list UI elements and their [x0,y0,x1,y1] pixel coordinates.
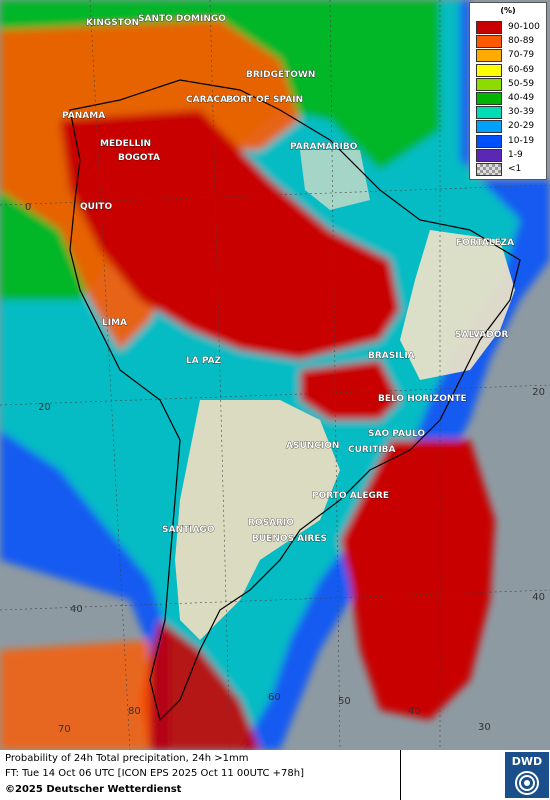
grid-label: 30 [478,722,491,733]
city-label: PORTO ALEGRE [312,491,389,501]
grid-labels: 0 20 20 40 40 60 50 40 30 80 70 [25,202,545,735]
city-label: FORTALEZA [456,238,514,248]
city-label: LIMA [102,318,127,328]
grid-label: 60 [268,692,281,703]
city-label: BUENOS AIRES [252,534,327,544]
copyright: ©2025 Deutscher Wetterdienst [5,784,182,795]
legend-entry: 1-9 [476,148,546,163]
map-title: Probability of 24h Total precipitation, … [5,753,249,764]
city-label: PORT OF SPAIN [226,95,303,105]
footer: Probability of 24h Total precipitation, … [0,750,550,800]
legend-label: <1 [508,164,522,174]
dwd-swirl-icon [515,771,539,795]
grid-label: 20 [532,387,545,398]
city-label: KINGSTON [86,18,139,28]
city-label: CARACAS [186,95,234,105]
legend-label: 60-69 [508,64,535,75]
grid-label: 40 [532,592,545,603]
legend-entry: 50-59 [476,77,546,92]
legend-label: 1-9 [508,149,523,160]
city-label: SALVADOR [455,330,508,340]
grid-label: 50 [338,696,351,707]
city-labels: KINGSTON SANTO DOMINGO BRIDGETOWN PANAMA… [62,14,515,545]
legend-label: 20-29 [508,121,535,132]
city-label: CURITIBA [348,445,396,455]
city-label: SANTIAGO [162,525,215,535]
legend-entry: 40-49 [476,92,546,106]
city-label: QUITO [80,202,112,212]
legend: (%) 90-100 80-89 70-79 60-69 50-59 40-49 30-39… [469,2,547,180]
city-label: SANTO DOMINGO [138,14,226,24]
legend-label: 30-39 [508,107,535,118]
legend-label: 50-59 [508,78,535,89]
city-label: ROSARIO [248,518,294,528]
grid-label: 20 [38,402,51,413]
dry-land [175,150,515,640]
city-label: BRASILIA [368,351,415,361]
legend-label: 40-49 [508,93,535,103]
legend-entry: 20-29 [476,120,546,134]
city-label: SAO PAULO [368,429,425,439]
legend-swatch [476,35,502,49]
legend-entry: 80-89 [476,35,546,49]
coastline [69,79,521,722]
legend-swatch [476,21,502,34]
city-label: ASUNCION [286,441,339,451]
legend-label: 70-79 [508,50,535,61]
footer-divider [400,750,401,800]
grid-label: 70 [58,724,71,735]
legend-unit: (%) [500,6,516,15]
city-label: MEDELLIN [100,139,151,149]
legend-swatch [476,134,502,148]
legend-label: 90-100 [508,22,540,32]
city-label: PANAMA [62,111,105,121]
forecast-time: FT: Tue 14 Oct 06 UTC [ICON EPS 2025 Oct… [5,768,304,779]
legend-entry: 90-100 [476,21,546,35]
legend-label: 80-89 [508,36,535,47]
city-label: BOGOTA [118,153,160,163]
precipitation-field [0,0,550,750]
grid-label: 80 [128,706,141,717]
legend-swatch [476,148,502,162]
legend-swatch [476,120,502,134]
city-label: BELO HORIZONTE [378,394,467,404]
legend-swatch [476,77,502,91]
legend-entry: 70-79 [476,49,546,63]
city-label: LA PAZ [186,356,222,366]
legend-swatch [476,163,502,176]
legend-entry: 60-69 [476,63,546,78]
legend-entry: 10-19 [476,134,546,149]
legend-entry: <1 [476,163,546,177]
legend-swatch [476,63,502,77]
dwd-logo-text: DWD [511,755,543,768]
dwd-logo: DWD [505,752,549,798]
city-label: BRIDGETOWN [246,70,315,80]
grid-label: 40 [70,604,83,615]
city-label: PARAMARIBO [290,142,358,152]
grid-label: 0 [25,202,31,213]
legend-label: 10-19 [508,135,535,146]
legend-swatch [476,92,502,105]
grid-label: 40 [408,706,421,717]
legend-entry: 30-39 [476,106,546,120]
legend-swatch [476,106,502,120]
precipitation-probability-map: 0 20 20 40 40 60 50 40 30 80 70 KINGSTON… [0,0,550,750]
graticule [0,0,550,750]
legend-swatch [476,49,502,63]
